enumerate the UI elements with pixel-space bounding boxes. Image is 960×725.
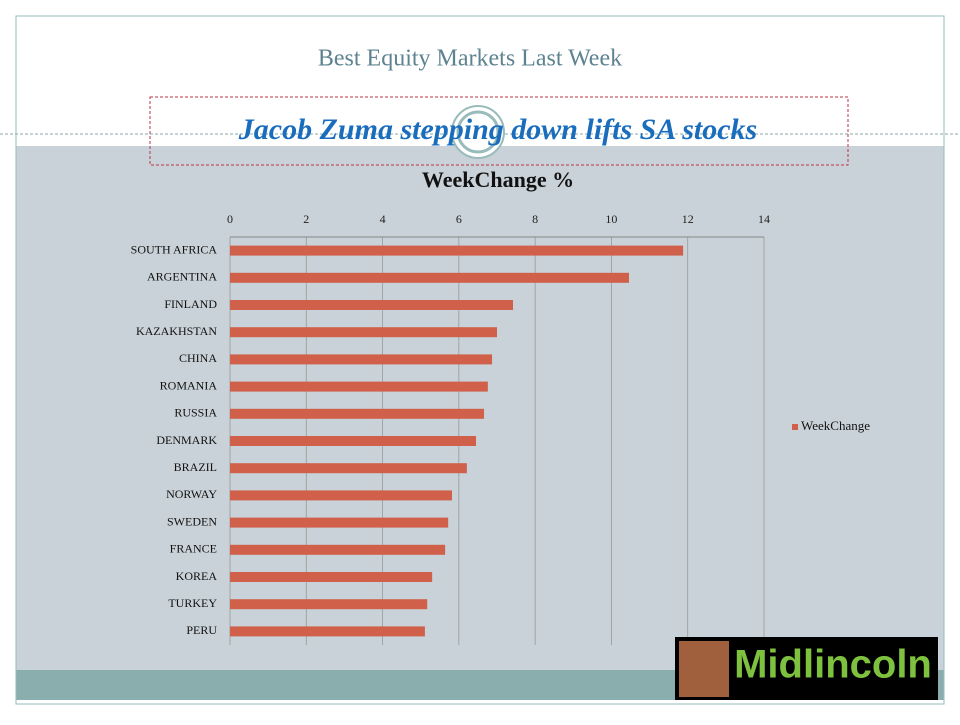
x-tick-label: 2 (303, 212, 309, 226)
subtitle: Jacob Zuma stepping down lifts SA stocks (238, 113, 757, 146)
y-tick-label: FRANCE (170, 542, 217, 556)
x-tick-label: 0 (227, 212, 233, 226)
bar (230, 572, 433, 582)
x-tick-label: 8 (532, 212, 538, 226)
logo-building (679, 641, 729, 697)
y-tick-label: ARGENTINA (147, 270, 217, 284)
bar (230, 300, 514, 310)
bar (230, 517, 449, 528)
slide-title: Best Equity Markets Last Week (318, 46, 622, 72)
y-tick-label: RUSSIA (174, 406, 217, 420)
slide-border (15, 15, 945, 705)
x-tick-label: 10 (605, 212, 617, 226)
legend-swatch (792, 424, 798, 430)
bar (230, 272, 629, 283)
slide-background (16, 146, 944, 670)
bar (230, 463, 467, 474)
x-tick-label: 12 (682, 212, 694, 226)
bar (230, 599, 428, 610)
x-tick-label: 6 (456, 212, 462, 226)
logo-text: Midlincoln (734, 643, 932, 687)
decor-circle (456, 110, 500, 154)
y-tick-label: FINLAND (164, 297, 217, 311)
chart: WeekChange % 0 2 4 6 8 10 12 14 SOUTH AFRICA ARGEN… (131, 167, 870, 645)
bar (230, 408, 485, 419)
y-tick-label: CHINA (179, 351, 217, 365)
y-tick-label: DENMARK (156, 433, 217, 447)
y-tick-label: KAZAKHSTAN (136, 324, 217, 338)
bar (230, 544, 446, 555)
chart-title: WeekChange % (422, 167, 574, 192)
bar (230, 354, 493, 365)
x-tick-label: 4 (380, 212, 386, 226)
bar (230, 626, 425, 637)
legend-label: WeekChange (801, 418, 870, 433)
bar (230, 245, 684, 256)
bar (230, 381, 488, 392)
x-tick-label: 14 (758, 212, 770, 226)
subtitle-box (149, 96, 849, 166)
y-tick-label: PERU (186, 623, 217, 637)
y-tick-label: TURKEY (168, 596, 217, 610)
bar (230, 436, 477, 446)
decor-circle (451, 105, 505, 159)
bar (230, 490, 452, 501)
y-tick-label: SOUTH AFRICA (131, 242, 218, 256)
y-tick-label: SWEDEN (167, 514, 217, 528)
y-tick-label: ROMANIA (160, 378, 218, 392)
bar (230, 327, 497, 338)
y-tick-label: KOREA (176, 569, 218, 583)
y-tick-label: BRAZIL (174, 460, 217, 474)
y-tick-label: NORWAY (166, 487, 217, 501)
